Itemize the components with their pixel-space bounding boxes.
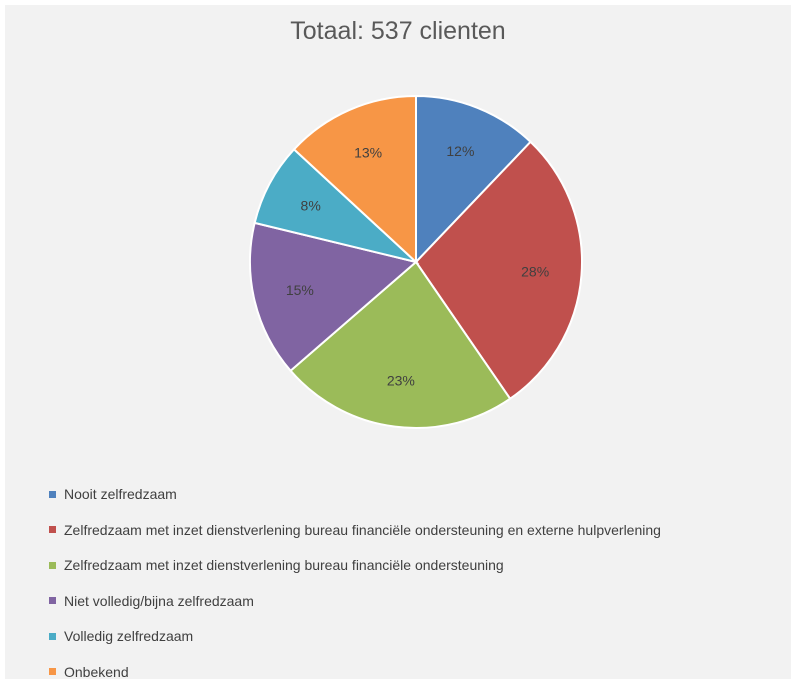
legend-item-3: Zelfredzaam met inzet dienstverlening bu…	[49, 554, 789, 590]
legend-swatch-4	[49, 597, 56, 604]
legend-item-1: Nooit zelfredzaam	[49, 483, 789, 519]
legend-swatch-3	[49, 562, 56, 569]
legend-label-5: Volledig zelfredzaam	[64, 628, 193, 644]
slice-data-label-2: 28%	[521, 263, 549, 279]
legend-label-1: Nooit zelfredzaam	[64, 486, 177, 502]
legend-label-4: Niet volledig/bijna zelfredzaam	[64, 593, 254, 609]
chart-area: Totaal: 537 clienten 12% 28% 23% 15% 8% 13% N…	[5, 5, 791, 679]
legend-item-6: Onbekend	[49, 661, 789, 679]
legend-label-2: Zelfredzaam met inzet dienstverlening bu…	[64, 522, 661, 538]
legend-item-5: Volledig zelfredzaam	[49, 625, 789, 661]
legend-item-4: Niet volledig/bijna zelfredzaam	[49, 590, 789, 626]
legend-label-3: Zelfredzaam met inzet dienstverlening bu…	[64, 557, 504, 573]
legend-swatch-5	[49, 633, 56, 640]
slice-data-label-4: 15%	[286, 282, 314, 298]
legend-item-2: Zelfredzaam met inzet dienstverlening bu…	[49, 519, 789, 555]
slice-data-label-5: 8%	[301, 198, 321, 214]
legend-label-6: Onbekend	[64, 664, 129, 679]
legend-swatch-6	[49, 668, 56, 675]
legend-swatch-2	[49, 526, 56, 533]
legend-swatch-1	[49, 491, 56, 498]
slice-data-label-6: 13%	[354, 145, 382, 161]
slice-data-label-3: 23%	[387, 373, 415, 389]
pie-chart: 12% 28% 23% 15% 8% 13%	[5, 5, 791, 465]
slice-data-label-1: 12%	[446, 143, 474, 159]
legend: Nooit zelfredzaam Zelfredzaam met inzet d…	[49, 483, 789, 679]
